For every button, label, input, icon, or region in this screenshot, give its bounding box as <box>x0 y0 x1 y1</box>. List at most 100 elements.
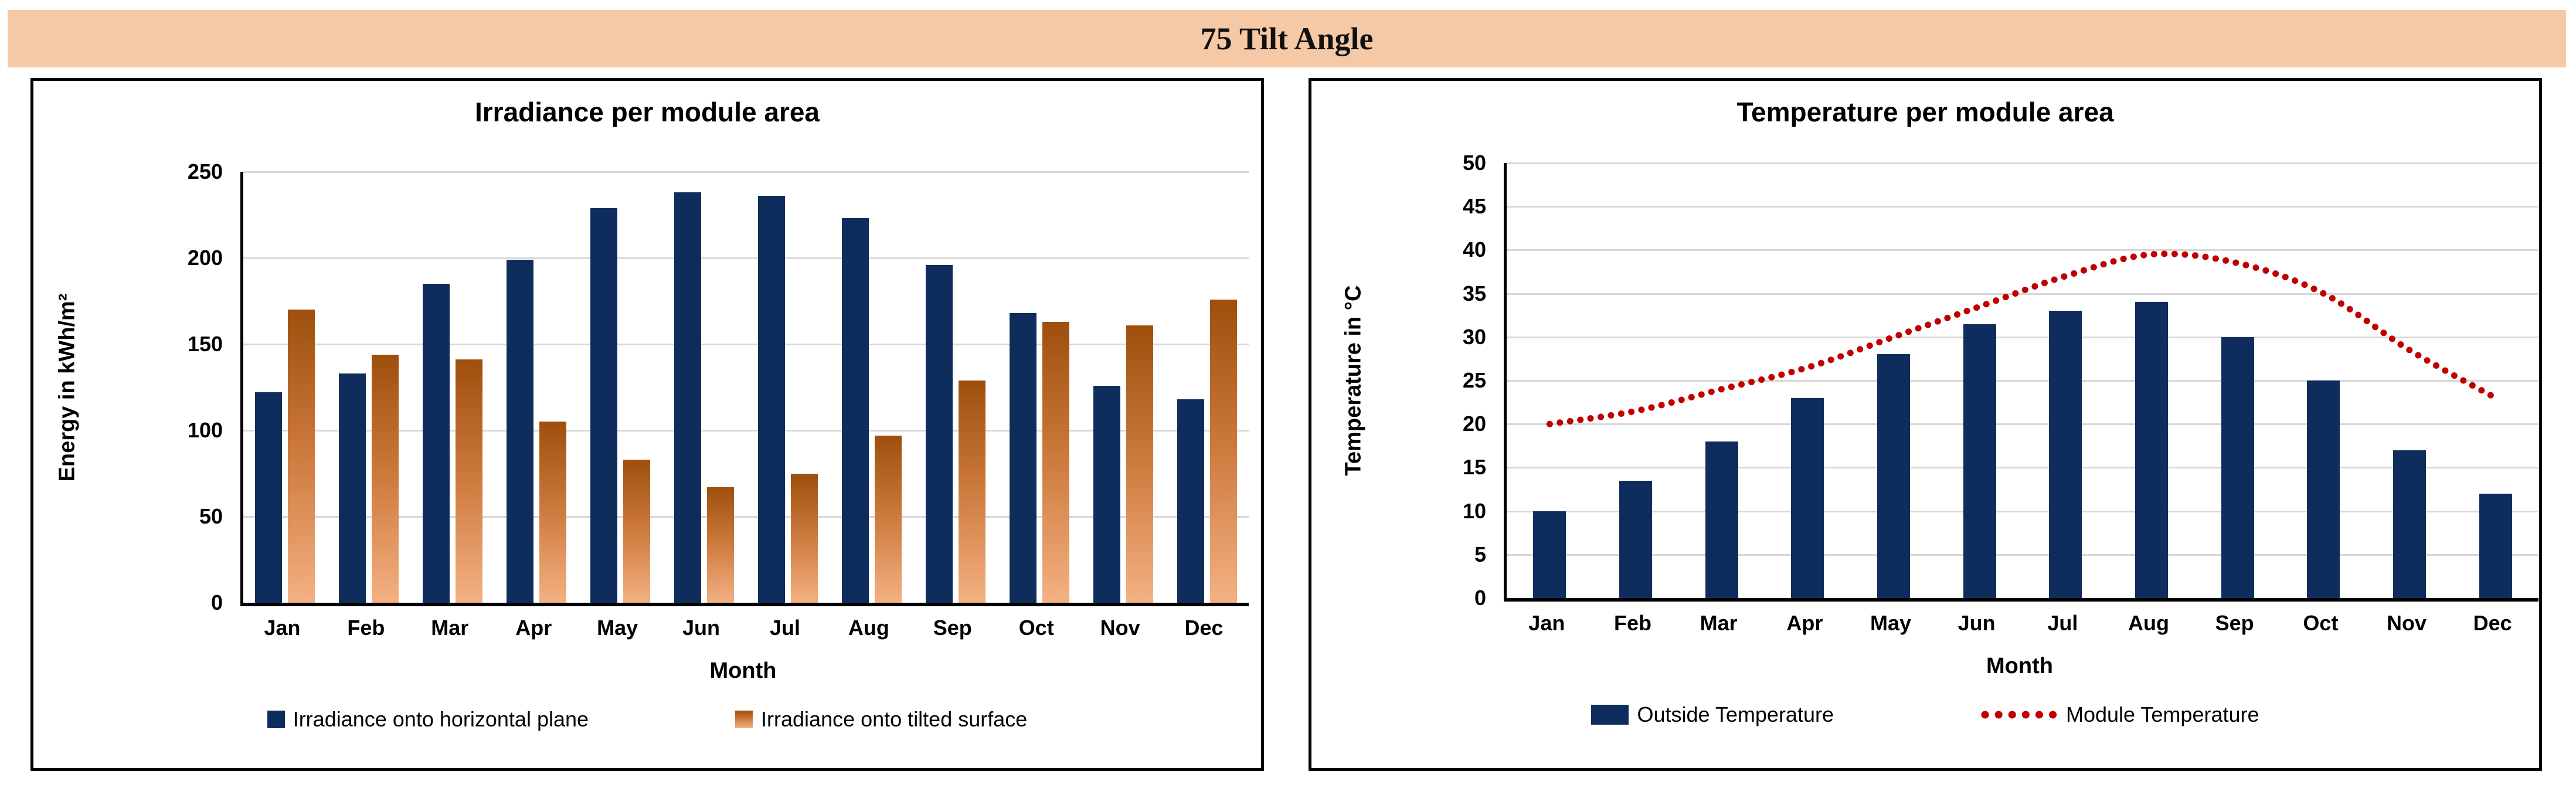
bar-aug <box>841 218 869 603</box>
page-title-band: 75 Tilt Angle <box>8 10 2566 67</box>
y-axis-tick-label: 40 <box>1462 237 1486 262</box>
gridline <box>1507 510 2538 512</box>
y-axis-tick-label: 150 <box>187 332 223 356</box>
y-axis-title: Energy in kWh/m² <box>55 293 80 481</box>
y-axis-tick-label: 0 <box>210 590 223 614</box>
gridline <box>1507 467 2538 469</box>
y-axis-tick-label: 100 <box>187 418 223 442</box>
gridline <box>1507 553 2538 556</box>
legend-label: Irradiance onto horizontal plane <box>293 707 589 731</box>
y-axis-tick-label: 45 <box>1462 194 1486 219</box>
y-axis-tick-label: 30 <box>1462 324 1486 349</box>
plot-area <box>1504 162 2538 602</box>
x-axis-tick-label: Oct <box>2303 611 2339 635</box>
gridline <box>243 430 1249 432</box>
x-axis-tick-label: Sep <box>933 616 972 640</box>
bar-apr <box>507 259 534 603</box>
gridline <box>1507 293 2538 295</box>
x-axis-tick-label: Jan <box>1528 611 1565 635</box>
gridline <box>243 516 1249 518</box>
x-axis-tick-label: Dec <box>2473 611 2512 635</box>
x-axis-tick-label: Oct <box>1018 616 1054 640</box>
x-axis-title: Month <box>1986 654 2053 678</box>
bar-mar <box>423 284 450 603</box>
x-axis-tick-label: Nov <box>1100 616 1140 640</box>
x-axis-tick-label: May <box>1870 611 1912 635</box>
legend-item-tilted-surface: Irradiance onto tilted surface <box>735 707 1027 732</box>
y-axis-tick-label: 5 <box>1474 542 1486 566</box>
x-axis-tick-label: Nov <box>2386 611 2427 635</box>
y-axis-tick-label: 35 <box>1462 281 1486 305</box>
gridline <box>243 344 1249 345</box>
gridline <box>1507 380 2538 382</box>
bar-sep <box>2221 337 2254 598</box>
bar-apr <box>539 422 567 603</box>
bar-jun <box>674 192 702 603</box>
plot-area <box>240 171 1249 606</box>
bar-dec <box>2479 493 2512 598</box>
bar-dec <box>1209 299 1237 603</box>
x-axis-tick-label: May <box>597 616 638 640</box>
bar-apr <box>1791 398 1824 598</box>
y-axis-tick-label: 50 <box>1462 151 1486 175</box>
bar-sep <box>925 264 953 603</box>
bar-may <box>623 459 651 603</box>
bar-jul <box>757 196 785 603</box>
bar-feb <box>372 354 399 603</box>
bar-oct <box>1042 321 1069 603</box>
bar-aug <box>2135 302 2168 598</box>
y-axis-tick-label: 25 <box>1462 368 1486 392</box>
y-axis-tick-label: 20 <box>1462 412 1486 436</box>
x-axis-tick-label: Feb <box>347 616 385 640</box>
gridline <box>243 257 1249 259</box>
legend-label: Module Temperature <box>2065 702 2259 726</box>
dotted-line-icon <box>1981 711 2058 719</box>
horizontal-plane-swatch <box>267 711 285 728</box>
bar-jun <box>707 487 735 603</box>
legend: Outside Temperature Module Temperature <box>1311 702 2539 727</box>
bar-nov <box>1126 325 1153 603</box>
x-axis-tick-label: Sep <box>2215 611 2254 635</box>
x-axis-tick-label: Dec <box>1184 616 1224 640</box>
x-axis-title: Month <box>709 658 777 683</box>
bar-nov <box>1093 385 1120 603</box>
y-axis-tick-label: 0 <box>1474 586 1486 610</box>
module-temperature-swatch <box>1980 710 2058 719</box>
outside-temperature-swatch <box>1591 705 1629 725</box>
gridline <box>243 171 1249 173</box>
x-axis-tick-label: Jul <box>769 616 800 640</box>
y-axis-tick-label: 250 <box>187 159 223 184</box>
legend-item-module-temperature: Module Temperature <box>1980 702 2259 727</box>
temperature-chart-panel: Temperature per module area Temperature … <box>1309 78 2542 771</box>
y-axis-tick-label: 200 <box>187 246 223 270</box>
bar-jun <box>1963 324 1996 598</box>
gridline <box>1507 336 2538 338</box>
x-axis-tick-label: Jun <box>682 616 721 640</box>
bar-nov <box>2393 450 2426 598</box>
bar-mar <box>456 359 483 603</box>
chart-title: Irradiance per module area <box>474 97 820 127</box>
x-axis-tick-label: Jan <box>264 616 301 640</box>
gridline <box>1507 423 2538 426</box>
bar-jul <box>2049 311 2082 598</box>
bar-feb <box>339 373 366 603</box>
chart-title: Temperature per module area <box>1736 97 2114 127</box>
module-temperature-line <box>1546 250 2499 427</box>
gridline <box>1507 206 2538 208</box>
bar-may <box>590 208 618 603</box>
bar-mar <box>1705 441 1738 598</box>
irradiance-chart-panel: Irradiance per module area Energy in kWh… <box>30 78 1264 771</box>
gridline <box>1507 162 2538 164</box>
tilted-surface-swatch <box>735 711 753 728</box>
legend: Irradiance onto horizontal plane Irradia… <box>33 707 1261 732</box>
bar-dec <box>1177 399 1204 603</box>
bar-sep <box>958 380 985 603</box>
x-axis-tick-label: Mar <box>431 616 469 640</box>
bar-feb <box>1619 480 1652 598</box>
x-axis-tick-label: Apr <box>515 616 552 640</box>
legend-label: Outside Temperature <box>1637 702 1834 726</box>
y-axis-tick-label: 15 <box>1462 455 1486 480</box>
x-axis-tick-label: Jul <box>2047 611 2078 635</box>
y-axis-tick-label: 50 <box>199 504 223 528</box>
page-title: 75 Tilt Angle <box>1200 21 1374 56</box>
